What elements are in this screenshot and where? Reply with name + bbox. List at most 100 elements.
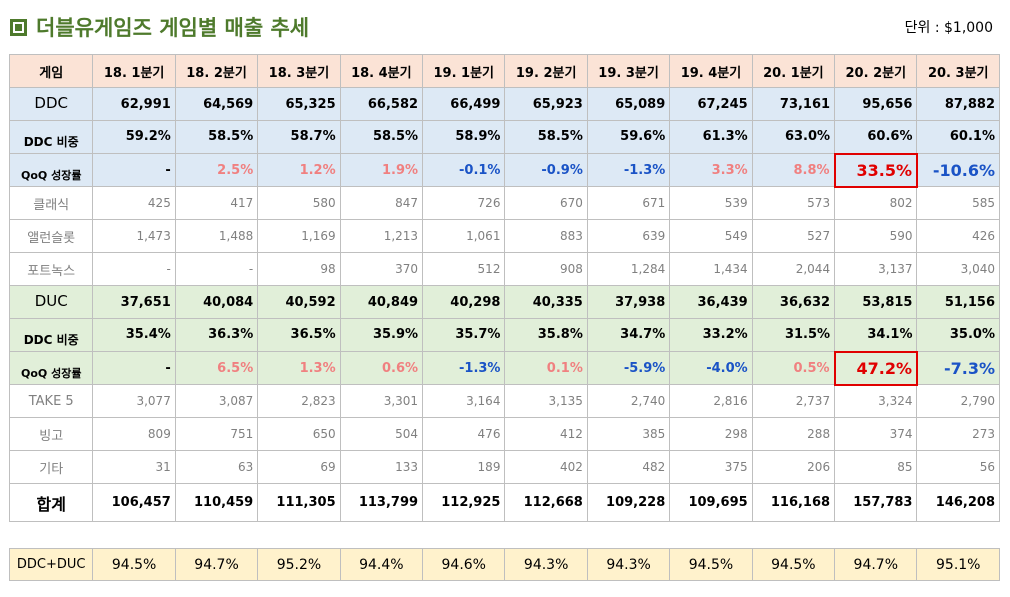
- table-cell: 1.2%: [257, 153, 341, 187]
- table-cell: 2,816: [669, 384, 753, 418]
- header-quarter: 20. 3분기: [916, 54, 1000, 88]
- square-bullet-icon: [10, 18, 27, 36]
- table-cell: -0.9%: [504, 153, 588, 187]
- table-cell: 1,061: [422, 219, 506, 253]
- table-cell: 85: [834, 450, 918, 484]
- table-cell: 802: [834, 186, 918, 220]
- table-cell: 476: [422, 417, 506, 451]
- table-cell: 94.7%: [834, 548, 918, 581]
- table-cell: 298: [669, 417, 753, 451]
- row-label: 빙고: [8, 417, 94, 451]
- table-cell: 590: [834, 219, 918, 253]
- table-cell: 65,325: [257, 87, 341, 121]
- table-cell: 94.7%: [174, 548, 259, 581]
- table-cell: 66,582: [339, 87, 424, 121]
- table-cell: 36,439: [669, 285, 753, 319]
- table-cell: 8.8%: [751, 153, 836, 187]
- header-quarter: 19. 2분기: [504, 54, 588, 88]
- header-quarter: 19. 3분기: [586, 54, 671, 88]
- table-cell: 1,169: [257, 219, 341, 253]
- table-cell: 31: [92, 450, 176, 484]
- table-cell: 94.5%: [751, 548, 836, 581]
- table-cell: 40,335: [504, 285, 588, 319]
- unit-label: 단위 : $1,000: [904, 20, 993, 36]
- table-cell: 109,695: [669, 483, 753, 522]
- table-cell: 61.3%: [669, 120, 753, 154]
- table-cell: 370: [339, 252, 424, 286]
- table-cell: 36,632: [751, 285, 836, 319]
- header-quarter: 18. 3분기: [257, 54, 341, 88]
- row-label: DDC+DUC: [8, 548, 94, 581]
- table-cell: 6.5%: [174, 351, 259, 385]
- table-cell: 94.5%: [669, 548, 753, 581]
- table-cell: 65,089: [586, 87, 671, 121]
- table-cell: 116,168: [751, 483, 836, 522]
- table-cell: 59.6%: [586, 120, 671, 154]
- table-cell: 1,284: [586, 252, 671, 286]
- table-cell: 2,790: [916, 384, 1000, 418]
- table-cell: 37,938: [586, 285, 671, 319]
- table-cell: 189: [422, 450, 506, 484]
- table-cell: 751: [174, 417, 259, 451]
- table-cell: 573: [751, 186, 836, 220]
- row-label: DDC: [8, 87, 94, 121]
- header-quarter: 19. 1분기: [422, 54, 506, 88]
- table-cell: -1.3%: [586, 153, 671, 187]
- row-label: DDC 비중: [8, 120, 94, 154]
- table-cell: 385: [586, 417, 671, 451]
- table-cell: 650: [257, 417, 341, 451]
- row-label: DDC 비중: [8, 318, 94, 352]
- table-cell: 0.1%: [504, 351, 588, 385]
- table-cell: 106,457: [92, 483, 176, 522]
- table-cell: 3,301: [339, 384, 424, 418]
- table-cell: 35.0%: [916, 318, 1000, 352]
- table-cell: 3,324: [834, 384, 918, 418]
- table-cell: 417: [174, 186, 259, 220]
- table-cell: 112,668: [504, 483, 588, 522]
- table-cell: 375: [669, 450, 753, 484]
- table-cell: 2.5%: [174, 153, 259, 187]
- table-cell: -5.9%: [586, 351, 671, 385]
- page-title: 더블유게임즈 게임별 매출 추세: [10, 10, 309, 44]
- row-sum: 합계 106,457 110,459 111,305 113,799 112,925 112…: [8, 483, 1000, 522]
- table-cell: 33.2%: [669, 318, 753, 352]
- row-other: 기타 31 63 69 133 189 402 482 375 206 85 56: [8, 450, 1000, 484]
- table-cell: 908: [504, 252, 588, 286]
- table-cell: 585: [916, 186, 1000, 220]
- row-label: 합계: [8, 483, 94, 522]
- row-ddc-share: DDC 비중 59.2% 58.5% 58.7% 58.5% 58.9% 58.5% 59.6…: [8, 120, 1000, 154]
- row-label: QoQ 성장률: [8, 351, 94, 385]
- table-cell: 726: [422, 186, 506, 220]
- row-duc: DUC 37,651 40,084 40,592 40,849 40,298 40,335 3…: [8, 285, 1000, 319]
- table-cell: 58.7%: [257, 120, 341, 154]
- table-cell: 47.2%: [833, 350, 918, 386]
- table-cell: 40,849: [339, 285, 424, 319]
- table-cell: 402: [504, 450, 588, 484]
- table-cell: 36.5%: [257, 318, 341, 352]
- table-cell: 40,298: [422, 285, 506, 319]
- table-cell: 639: [586, 219, 671, 253]
- table-cell: 273: [916, 417, 1000, 451]
- table-cell: 67,245: [669, 87, 753, 121]
- table-cell: 51,156: [916, 285, 1000, 319]
- table-cell: 112,925: [422, 483, 506, 522]
- table-cell: 65,923: [504, 87, 588, 121]
- row-label: QoQ 성장률: [8, 153, 94, 187]
- table-cell: 527: [751, 219, 836, 253]
- table-cell: 94.5%: [92, 548, 176, 581]
- table-cell: 2,740: [586, 384, 671, 418]
- table-cell: 3,135: [504, 384, 588, 418]
- row-bingo: 빙고 809 751 650 504 476 412 385 298 288 374 273: [8, 417, 1000, 451]
- table-cell: 0.6%: [339, 351, 424, 385]
- table-cell: 69: [257, 450, 341, 484]
- table-cell: 580: [257, 186, 341, 220]
- table-cell: 31.5%: [751, 318, 836, 352]
- header-quarter: 18. 2분기: [174, 54, 259, 88]
- page-title-text: 더블유게임즈 게임별 매출 추세: [36, 16, 310, 40]
- table-cell: 2,044: [751, 252, 836, 286]
- table-cell: 35.8%: [504, 318, 588, 352]
- table-cell: 60.6%: [834, 120, 918, 154]
- header-quarter: 20. 1분기: [751, 54, 836, 88]
- table-cell: 1,488: [174, 219, 259, 253]
- table-cell: 34.7%: [586, 318, 671, 352]
